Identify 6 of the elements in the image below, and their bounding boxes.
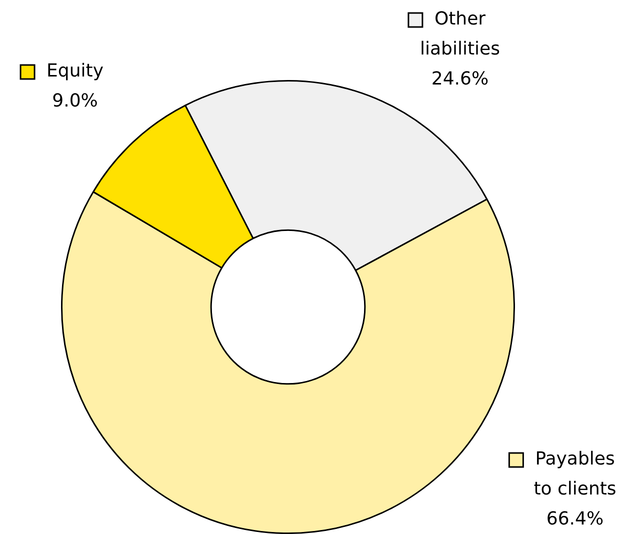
data-label: 24.6% [431,68,489,90]
legend-label: Other liabilities [420,8,500,60]
data-label: 66.4% [546,508,604,530]
legend-label: Payables to clients [534,448,616,500]
data-label: 9.0% [52,90,98,112]
legend-label: Equity [46,60,104,82]
